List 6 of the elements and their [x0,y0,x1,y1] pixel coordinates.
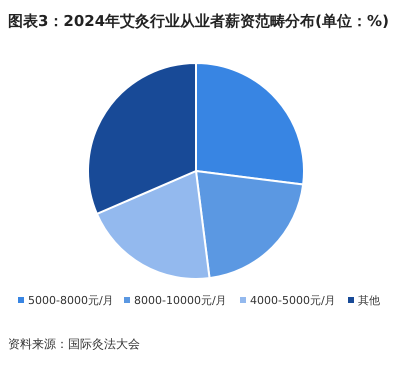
chart-title: 图表3：2024年艾灸行业从业者薪资范畴分布(单位：%) [8,12,389,30]
legend-label: 8000-10000元/月 [134,294,227,307]
legend-label: 其他 [358,294,380,307]
legend-label: 4000-5000元/月 [250,294,336,307]
legend-label: 5000-8000元/月 [28,294,114,307]
text: 资料来源：国际灸法大会 [8,337,140,351]
